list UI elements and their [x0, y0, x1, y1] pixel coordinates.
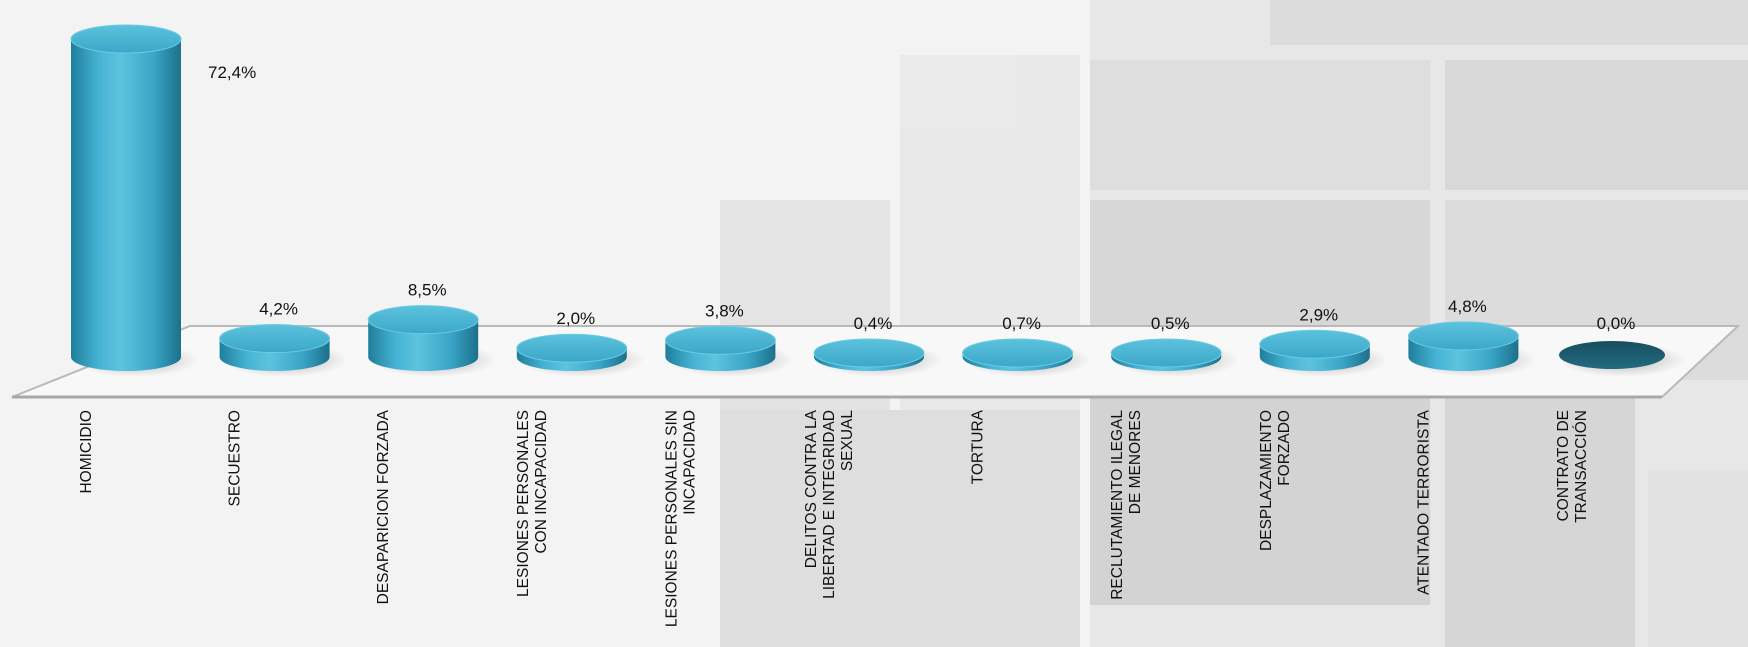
data-label: 4,8%: [1448, 297, 1487, 316]
data-label: 0,5%: [1151, 314, 1190, 333]
data-label: 8,5%: [408, 281, 447, 300]
bar-reclutamiento-ilegal-de-menores: [1110, 338, 1240, 377]
bar-top: [219, 324, 331, 354]
category-label: HOMICIDIO: [78, 410, 95, 494]
bar-top: [70, 24, 182, 54]
data-label: 72,4%: [208, 63, 256, 82]
bar-top: [1110, 338, 1222, 368]
bar-top: [516, 333, 628, 363]
bar-desaparicion-forzada: [367, 305, 497, 377]
category-label: ATENTADO TERRORISTA: [1415, 409, 1432, 595]
bar-top: [813, 338, 925, 368]
data-label: 0,4%: [854, 314, 893, 333]
category-label: CONTRATO DETRANSACCIÓN: [1555, 410, 1590, 523]
bar-top: [1407, 321, 1519, 351]
bar-top: [1259, 329, 1371, 359]
category-label: DELITOS CONTRA LALIBERTAD E INTEGRIDADSE…: [803, 409, 856, 599]
bar-top: [367, 305, 479, 335]
data-label: 2,0%: [556, 309, 595, 328]
bar-lesiones-personales-con-incapacidad: [516, 333, 645, 377]
category-label: DESAPARICION FORZADA: [375, 409, 392, 604]
bar-atentado-terrorista: [1407, 321, 1537, 377]
bar-top: [664, 325, 776, 355]
category-label: LESIONES PERSONALESCON INCAPACIDAD: [515, 410, 550, 597]
data-label: 2,9%: [1299, 305, 1338, 324]
bar-top: [962, 338, 1074, 368]
bar-secuestro: [219, 324, 348, 377]
category-label: TORTURA: [970, 409, 987, 484]
data-label: 3,8%: [705, 301, 744, 320]
bar-tortura: [962, 338, 1091, 377]
bar-homicidio: [70, 24, 199, 377]
category-label: SECUESTRO: [227, 410, 244, 506]
bar-lesiones-personales-sin-incapacidad: [664, 325, 794, 377]
bar-delitos-contra-la-libertad-e-integridad-sexual: [813, 338, 942, 377]
category-label: DESPLAZAMIENTOFORZADO: [1258, 410, 1293, 551]
bar-body: [368, 319, 479, 372]
category-label: LESIONES PERSONALES SININCAPACIDAD: [663, 410, 698, 627]
bar-body: [71, 39, 181, 371]
data-label: 0,0%: [1597, 314, 1636, 333]
bar-desplazamiento-forzado: [1259, 329, 1388, 377]
data-label: 0,7%: [1002, 314, 1041, 333]
data-label: 4,2%: [259, 300, 298, 319]
bar-top: [1559, 341, 1665, 369]
bar-contrato-de-transaccion: [1559, 341, 1685, 377]
category-label: RECLUTAMIENTO ILEGALDE MENORES: [1109, 410, 1144, 600]
